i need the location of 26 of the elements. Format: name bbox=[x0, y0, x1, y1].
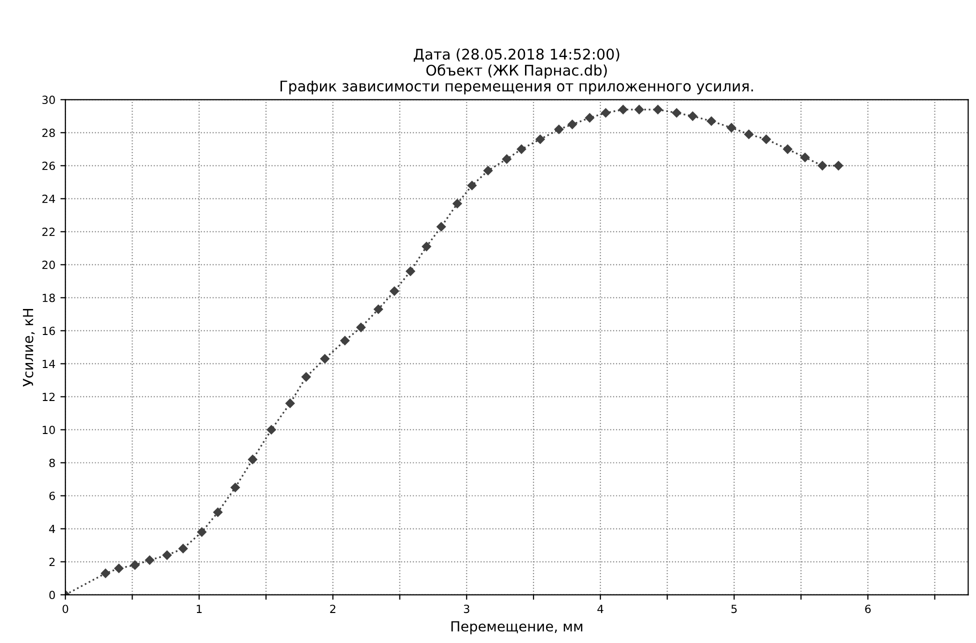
x-tick-label: 6 bbox=[865, 604, 871, 614]
y-tick-label: 6 bbox=[49, 492, 55, 500]
y-tick-label: 20 bbox=[42, 260, 55, 270]
y-tick-label: 24 bbox=[42, 194, 56, 203]
y-tick-label: 0 bbox=[49, 590, 55, 600]
y-axis-title: Усилие, кН bbox=[22, 308, 35, 387]
y-tick-label: 4 bbox=[49, 524, 56, 533]
y-tick-label: 14 bbox=[42, 360, 56, 368]
y-tick-label: 30 bbox=[42, 96, 55, 104]
x-tick-label: 2 bbox=[330, 604, 336, 613]
x-tick-label: 4 bbox=[597, 604, 604, 613]
y-tick-label: 8 bbox=[49, 458, 55, 468]
y-tick-label: 10 bbox=[42, 426, 55, 434]
y-tick-label: 18 bbox=[42, 294, 55, 302]
y-tick-label: 16 bbox=[42, 326, 55, 336]
x-tick-label: 1 bbox=[196, 604, 202, 613]
y-tick-label: 2 bbox=[49, 558, 55, 566]
x-tick-label: 3 bbox=[464, 604, 470, 614]
x-tick-label: 5 bbox=[731, 604, 737, 614]
x-tick-label: 0 bbox=[62, 604, 68, 614]
y-tick-label: 26 bbox=[42, 162, 55, 170]
y-tick-label: 12 bbox=[42, 392, 55, 401]
y-tick-label: 28 bbox=[42, 128, 55, 138]
x-axis-title: Перемещение, мм bbox=[451, 621, 582, 634]
y-tick-label: 22 bbox=[42, 228, 55, 236]
chart-title: Дата (28.05.2018 14:52:00) Объект (ЖК Парнас.db) График зависимости перемещения от приложенного усилия. bbox=[280, 48, 753, 94]
